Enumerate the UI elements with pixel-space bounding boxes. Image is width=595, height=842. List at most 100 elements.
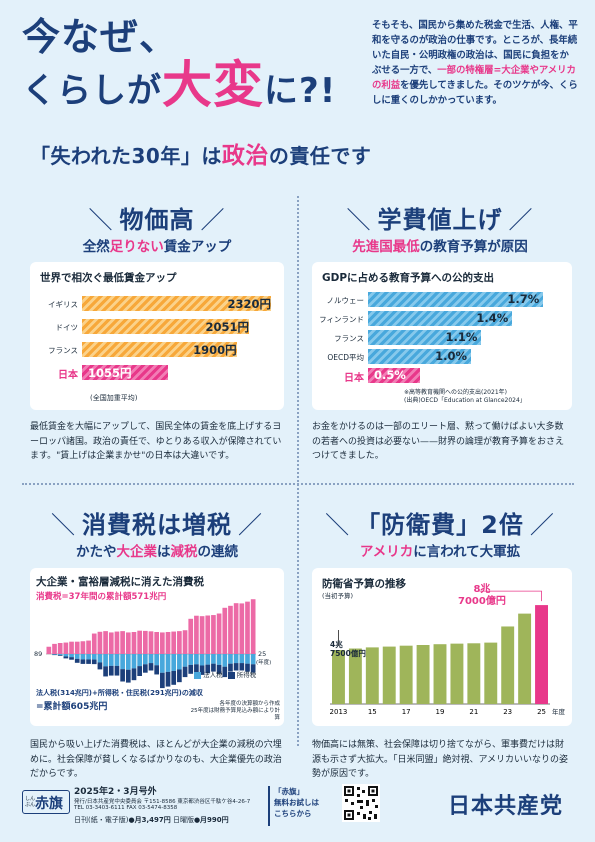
wage-section-title: ＼ 物価高／ [88,206,226,234]
corporate-tax-bar [148,654,154,664]
wage-sub-post: 賃金アップ [163,239,232,255]
income-tax-bar [57,654,63,656]
tax-body-text: 国民から吸い上げた消費税は、ほとんどが大企業の減税の穴埋めに。社会保障が貧しくな… [30,740,282,779]
income-tax-bar [103,666,108,677]
tax-axis-unit: (年度) [256,660,272,666]
defense-bar [416,644,430,704]
tax-source-2: 25年度は財務予算見込み額により計算 [190,708,280,721]
tax-title-text: 消費税は増税 [82,511,232,539]
tax-caption-top: 消費税=37年間の累計額571兆円 [36,592,167,602]
defense-annot-last-1: 8兆 [473,584,491,595]
consumption-tax-bar [250,599,256,654]
tax-section-title: ＼ 消費税は増税／ [51,511,263,539]
income-tax-bar [188,664,194,674]
edu-chart-card: GDPに占める教育予算への公的支出 ノルウェー 1.7% フィンランド 1.4% フラン… [312,262,572,410]
edu-section-sub: 先進国最低の教育予算が原因 [305,235,575,255]
corporate-tax-bar [182,654,188,667]
title-pre: くらしが [22,71,162,111]
bar-label: 日本 [344,373,364,384]
consumption-tax-bar [63,642,69,654]
defense-body-text: 物価高には無策、社会保障は切り捨てながら、軍事費だけは財源も示さず大拡大。「日米… [312,740,569,779]
wage-chart-bars: イギリス 2320円 ドイツ 2051円 フランス 1900円 日本 1055円 [30,296,284,396]
consumption-tax-bar [148,631,154,654]
edu-section-title: ＼ 学費値上げ／ [346,206,534,234]
trial-link[interactable]: 「赤旗」 無料お試しは こちらから [268,786,332,826]
bar-value-label: 0.5% [374,368,406,382]
tax-chart-title: 大企業・富裕層減税に消えた消費税 [36,576,204,588]
defense-annot-first-1: 4兆 [330,640,343,649]
consumption-tax-bar [171,631,177,654]
bar-label: 日本 [58,370,78,381]
income-tax-bar [216,664,222,674]
defense-section-title: ＼ 「防衛費」2倍／ [325,511,555,539]
defense-annot-last-2: 7000億円 [458,596,506,607]
corporate-tax-bar [188,654,194,665]
corporate-tax-bar [154,654,160,666]
subline-mid: は [201,144,222,168]
defense-bar [365,647,379,704]
defense-bar [450,643,464,704]
defense-tick-label: 17 [402,708,411,716]
consumption-tax-bar [80,641,86,654]
corporate-tax-bar [233,654,239,664]
income-tax-bar [74,658,80,663]
tax-caption-bottom-1: 法人税(314兆円)+所得税・住民税(291兆円)の減収 [36,689,203,697]
consumption-tax-bar [86,640,91,654]
consumption-tax-bar [103,631,108,654]
bar-label: イギリス [48,300,78,309]
trial-line-2: 無料お試しは [274,798,319,807]
defense-bar [518,613,532,704]
wage-title-text: 物価高 [119,206,195,234]
qr-code-icon[interactable] [342,784,380,822]
consumption-tax-bar [211,615,216,654]
income-tax-bar [239,663,245,671]
subline-end: の責任です [268,144,372,168]
consumption-tax-bar [142,630,148,654]
bar-label: フランス [48,346,78,355]
income-tax-bar [97,662,103,670]
consumption-tax-bar [245,601,250,654]
bar [368,311,513,326]
defense-bar [467,643,481,704]
income-tax-bar [211,663,216,672]
consumption-tax-bar [108,632,114,654]
consumption-tax-bar [131,632,137,654]
corporate-tax-bar [131,654,137,669]
edu-body-text: お金をかけるのは一部のエリート層、黙って働けばよい大多数の若者への投資は必要ない… [312,422,565,461]
wage-note-small: (全国加重平均) [90,394,138,402]
issue-date: 2025年2・3月号外 [74,787,157,797]
subline-lost-30: 「失われた30年」 [30,144,202,168]
corporate-tax-bar [142,654,148,665]
corporate-tax-bar [97,654,103,663]
corporate-tax-bar [171,654,177,671]
tax-caption-bottom-2: =累計額605兆円 [36,702,108,712]
akahata-logo-text: 赤旗 [35,796,63,812]
edu-sub-post: の教育予算が原因 [419,239,528,255]
defense-bar [501,626,515,704]
bar-value-label: 2320円 [227,297,271,311]
bar [82,319,250,334]
defense-sub-pk: アメリカ [359,544,414,560]
income-tax-bar [142,664,148,673]
wage-section-sub: 全然足りない賃金アップ [22,235,292,255]
consumption-tax-bar [182,630,188,654]
defense-section-sub: アメリカに言われて大軍拡 [305,540,575,560]
wage-sub-pre: 全然 [82,239,110,255]
bar-label: フィンランド [319,315,364,324]
title-emphasis: 大変 [162,56,264,114]
bar-value-label: 1.4% [476,311,509,325]
consumption-tax-bar [233,603,239,654]
income-tax-bar [160,672,165,689]
income-tax-bar [228,663,233,672]
akahata-logo: しんぶん 赤旗 [22,790,70,814]
bar [82,342,238,357]
defense-chart-svg: 2013 15 17 19 21 23 25 [330,590,550,716]
vertical-divider [297,196,299,746]
income-tax-bar [165,671,171,687]
trial-line-3: こちらから [274,809,312,818]
defense-sub-post: に言われて大軍拡 [413,544,521,560]
tax-axis-start: 89 [34,650,43,658]
defense-bar [332,650,345,704]
consumption-tax-bar [74,641,80,654]
legend-income: 所得税 [236,671,257,679]
